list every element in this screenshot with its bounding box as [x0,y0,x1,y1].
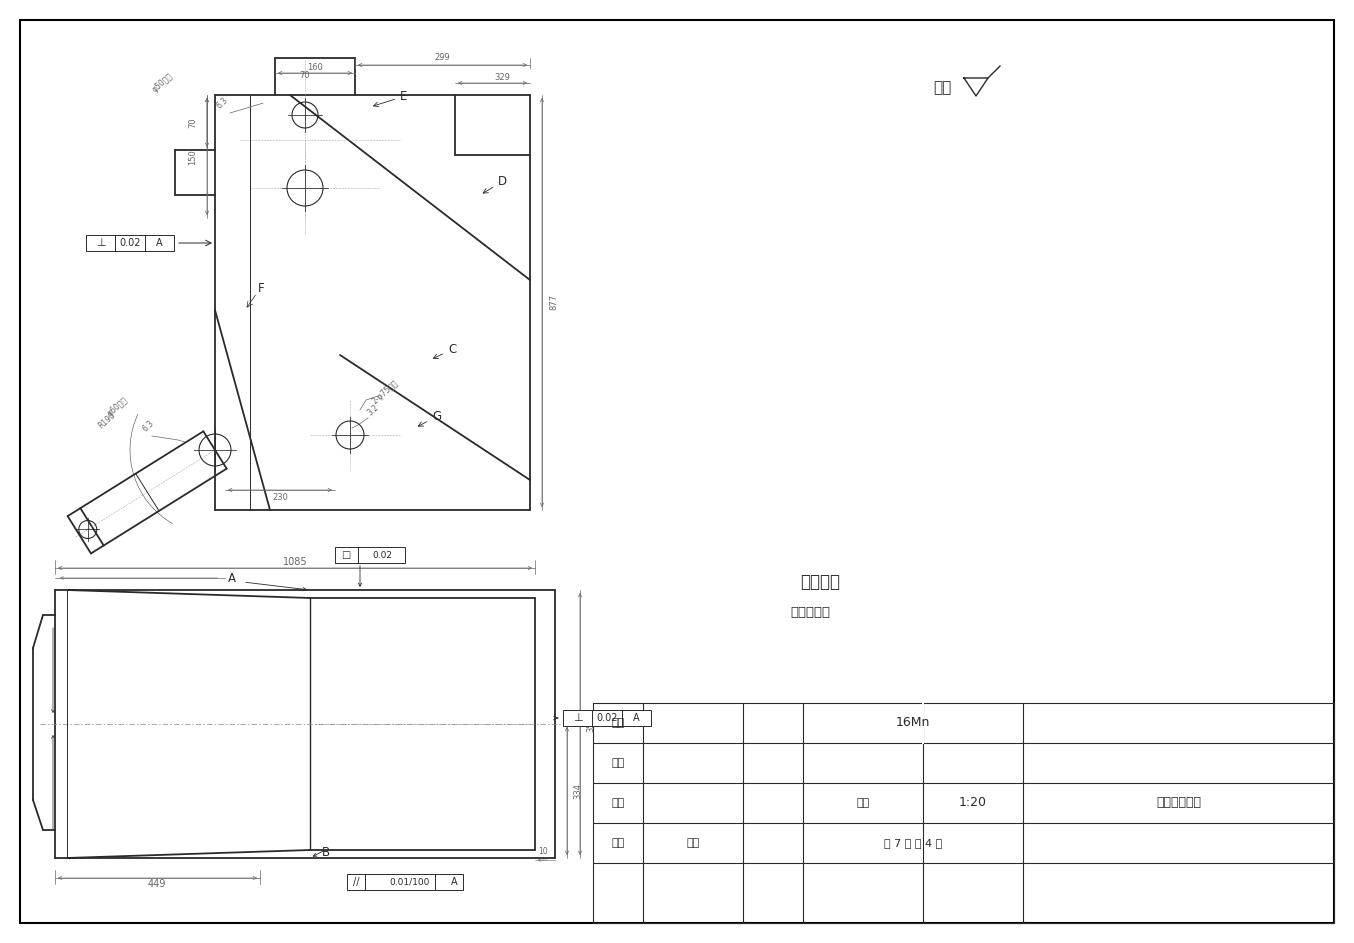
Text: 329: 329 [494,73,510,81]
Text: φ60贯穿: φ60贯穿 [106,396,130,419]
Text: 354: 354 [586,716,596,732]
Text: 1085: 1085 [283,557,307,567]
Text: 技术要求: 技术要求 [800,573,839,591]
Text: 锐角倒钝。: 锐角倒钝。 [789,605,830,619]
Text: ⊥: ⊥ [573,713,582,723]
Text: 160: 160 [307,62,324,72]
Text: 299: 299 [435,54,451,62]
Bar [563,710,651,726]
Text: 150: 150 [188,149,198,165]
Text: □: □ [341,550,351,560]
Bar [87,235,175,251]
Text: A: A [156,238,162,248]
Text: 校核: 校核 [612,758,624,768]
Text: 334: 334 [574,783,582,799]
Text: 10: 10 [538,847,548,856]
Text: G: G [418,410,441,426]
Text: 班级: 班级 [612,838,624,848]
Text: 70: 70 [299,71,310,80]
Text: 6.3: 6.3 [141,418,156,433]
Text: φ50贯穿: φ50贯穿 [152,72,175,94]
Text: 2-φ75贯穿: 2-φ75贯穿 [370,378,399,405]
Text: A: A [634,713,639,723]
Text: 1:20: 1:20 [959,797,987,809]
Text: A: A [227,571,236,585]
Text: 共 7 张 第 4 张: 共 7 张 第 4 张 [884,838,942,848]
Text: 6.3: 6.3 [214,95,230,110]
Text: 70: 70 [188,118,198,128]
Text: 877: 877 [550,294,558,310]
Text: 0.02: 0.02 [596,713,617,723]
Text: 比例: 比例 [856,798,869,808]
Text: 0.02: 0.02 [372,551,393,559]
Text: //: // [353,877,359,887]
Bar [347,874,463,890]
Text: E: E [374,90,408,107]
Text: F: F [259,282,264,294]
Text: 3.2: 3.2 [366,403,380,417]
Text: 0.02: 0.02 [119,238,141,248]
Text: 其余: 其余 [934,80,952,95]
Text: 230: 230 [272,492,288,502]
Text: 吊头架零件图: 吊头架零件图 [1156,797,1201,809]
Bar [334,547,405,563]
Text: 16Mn: 16Mn [896,717,930,730]
Text: D: D [483,175,508,193]
Text: B: B [322,847,330,859]
Text: ⊥: ⊥ [96,238,106,248]
Text: 设计: 设计 [612,718,624,728]
Text: 449: 449 [148,879,167,889]
Text: A: A [451,877,458,887]
Text: 0.01/100: 0.01/100 [390,878,431,886]
Text: C: C [433,343,456,358]
Text: R190: R190 [96,410,118,430]
Text: 学号: 学号 [686,838,700,848]
Text: 审核: 审核 [612,798,624,808]
